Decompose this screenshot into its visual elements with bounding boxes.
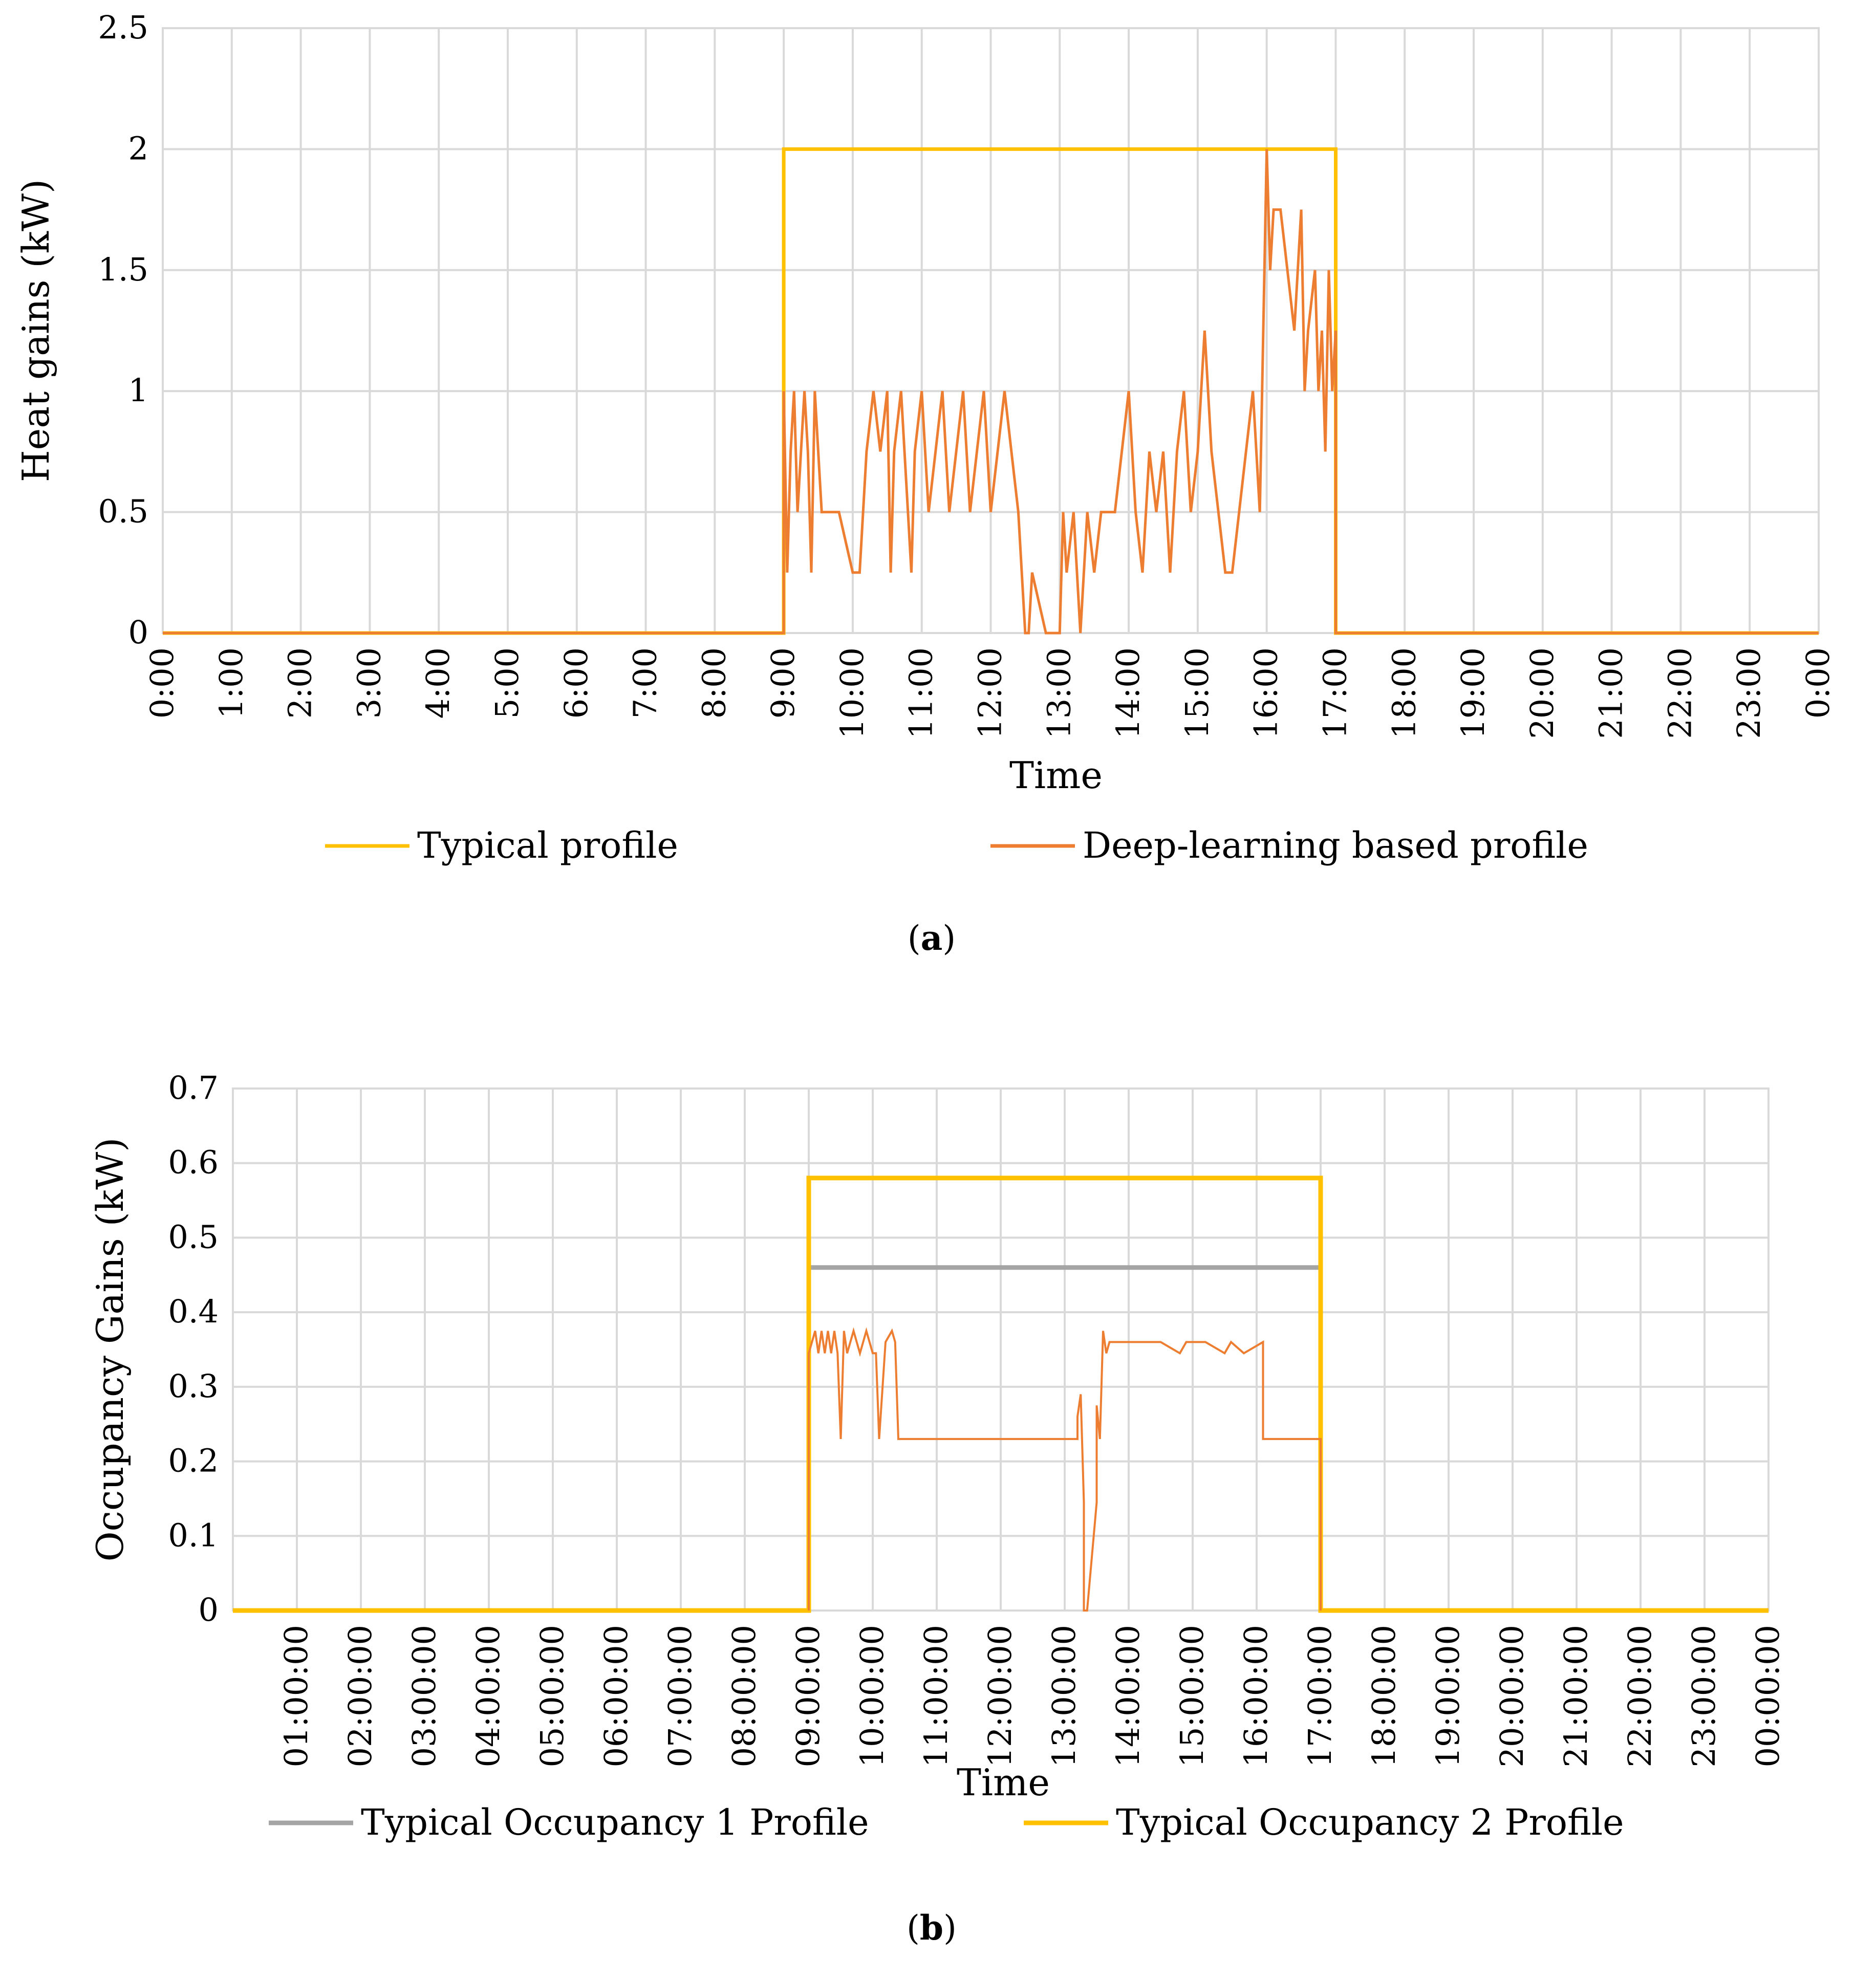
x-tick-label: 2:00	[282, 647, 319, 719]
x-tick-label: 6:00	[557, 647, 595, 719]
x-tick-label: 0:00	[143, 647, 181, 719]
x-tick-label: 17:00	[1316, 647, 1353, 739]
x-tick-label: 13:00:00	[1045, 1625, 1083, 1767]
x-axis-title-b: Time	[957, 1761, 1050, 1804]
x-tick-label: 19:00	[1454, 647, 1492, 739]
caption-a-letter: a	[921, 918, 943, 958]
x-tick-label: 14:00:00	[1109, 1625, 1147, 1767]
y-tick-label: 0.2	[168, 1442, 219, 1479]
caption-a: (a)	[908, 918, 956, 958]
y-tick-label: 1.5	[98, 251, 148, 288]
x-tick-label: 22:00	[1661, 647, 1698, 739]
legend-label-occupancy-2: Typical Occupancy 2 Profile	[1116, 1801, 1624, 1843]
chart-b: 00.10.20.30.40.50.60.7 01:00:00 02:00:00 0…	[89, 1069, 1786, 1948]
x-tick-label: 00:00:00	[1749, 1625, 1786, 1767]
x-tick-label: 03:00:00	[405, 1625, 443, 1767]
series-a	[163, 147, 1819, 635]
legend-a: Typical profile Deep-learning based prof…	[325, 824, 1588, 866]
legend-label-deep-learning-profile: Deep-learning based profile	[1083, 824, 1588, 866]
x-tick-label: 21:00	[1592, 647, 1630, 739]
x-tick-label: 21:00:00	[1557, 1625, 1594, 1767]
y-tick-label: 0.5	[98, 493, 148, 530]
x-tick-label: 20:00	[1523, 647, 1561, 739]
x-tick-label: 15:00	[1178, 647, 1216, 739]
caption-b-letter: b	[920, 1908, 943, 1948]
x-tick-label: 15:00:00	[1173, 1625, 1211, 1767]
y-tick-label: 0.3	[168, 1367, 219, 1405]
x-tick-label: 17:00:00	[1301, 1625, 1339, 1767]
x-tick-label: 23:00	[1730, 647, 1767, 739]
x-tick-label: 11:00	[902, 647, 940, 739]
x-tick-label: 4:00	[419, 647, 457, 719]
x-tick-label: 5:00	[488, 647, 526, 719]
series-line-b-1	[233, 1176, 1769, 1613]
x-tick-label: 09:00:00	[789, 1625, 827, 1767]
x-tick-label: 23:00:00	[1685, 1625, 1722, 1767]
x-axis-title-a: Time	[1009, 754, 1103, 797]
x-tick-label: 05:00:00	[533, 1625, 571, 1767]
legend-label-typical-profile: Typical profile	[417, 824, 678, 866]
x-tick-label: 08:00:00	[725, 1625, 763, 1767]
x-tick-label: 22:00:00	[1621, 1625, 1658, 1767]
y-tick-label: 1	[128, 372, 148, 409]
x-tick-label: 04:00:00	[469, 1625, 507, 1767]
legend-b: Typical Occupancy 1 Profile Typical Occu…	[269, 1801, 1624, 1843]
grid-a	[162, 27, 1820, 634]
x-tick-label: 10:00:00	[853, 1625, 891, 1767]
x-tick-label: 13:00	[1040, 647, 1077, 739]
y-tick-label: 0.1	[168, 1516, 219, 1554]
x-tick-label: 7:00	[627, 647, 664, 719]
x-tick-label: 07:00:00	[661, 1625, 699, 1767]
grid-b	[232, 1087, 1770, 1612]
x-tick-label: 0:00	[1799, 647, 1837, 719]
x-tick-label: 02:00:00	[341, 1625, 379, 1767]
chart-a: 0 0.5 1 1.5 2 2.5 0:00 1:00 2:00 3:00 4:00 5:00 6:0…	[14, 9, 1837, 958]
x-tick-label: 06:00:00	[597, 1625, 635, 1767]
x-tick-label: 14:00	[1109, 647, 1147, 739]
x-tick-label: 16:00:00	[1237, 1625, 1275, 1767]
x-tick-label: 01:00:00	[277, 1625, 315, 1767]
series-line-b-2	[808, 1327, 1322, 1612]
x-tick-label: 9:00	[764, 647, 802, 719]
series-b	[233, 1176, 1769, 1613]
y-tick-label: 2	[128, 129, 148, 167]
x-tick-label: 18:00:00	[1365, 1625, 1403, 1767]
y-tick-label: 2.5	[98, 9, 148, 46]
legend-label-occupancy-1: Typical Occupancy 1 Profile	[361, 1801, 869, 1843]
y-tick-label: 0	[199, 1591, 219, 1628]
y-tick-label: 0	[128, 614, 148, 651]
x-ticks-b: 01:00:00 02:00:00 03:00:00 04:00:00 05:00:00…	[277, 1625, 1786, 1767]
x-ticks-a: 0:00 1:00 2:00 3:00 4:00 5:00 6:00 7:00 8:00 9:00…	[143, 647, 1837, 739]
x-tick-label: 11:00:00	[917, 1625, 955, 1767]
x-tick-label: 20:00:00	[1493, 1625, 1530, 1767]
caption-b: (b)	[907, 1908, 957, 1948]
x-tick-label: 3:00	[350, 647, 387, 719]
x-tick-label: 12:00	[972, 647, 1009, 739]
y-tick-label: 0.5	[168, 1218, 219, 1255]
y-ticks-b: 0 0.1 0.2 0.3 0.4 0.5 0.6 0.7	[168, 1069, 219, 1628]
x-tick-label: 8:00	[695, 647, 732, 719]
y-ticks-a: 0 0.5 1 1.5 2 2.5	[98, 9, 148, 651]
y-tick-label: 0.7	[168, 1069, 219, 1106]
y-tick-label: 0.6	[168, 1144, 219, 1181]
x-tick-label: 1:00	[212, 647, 250, 719]
x-tick-label: 12:00:00	[981, 1625, 1019, 1767]
y-axis-title-b: Occupancy Gains (kW)	[89, 1138, 132, 1562]
x-tick-label: 16:00	[1247, 647, 1285, 739]
series-line-a-1	[163, 149, 1819, 635]
y-tick-label: 0.4	[168, 1293, 219, 1330]
x-tick-label: 19:00:00	[1429, 1625, 1467, 1767]
x-tick-label: 18:00	[1385, 647, 1422, 739]
y-axis-title-a: Heat gains (kW)	[14, 179, 57, 482]
x-tick-label: 10:00	[833, 647, 871, 739]
